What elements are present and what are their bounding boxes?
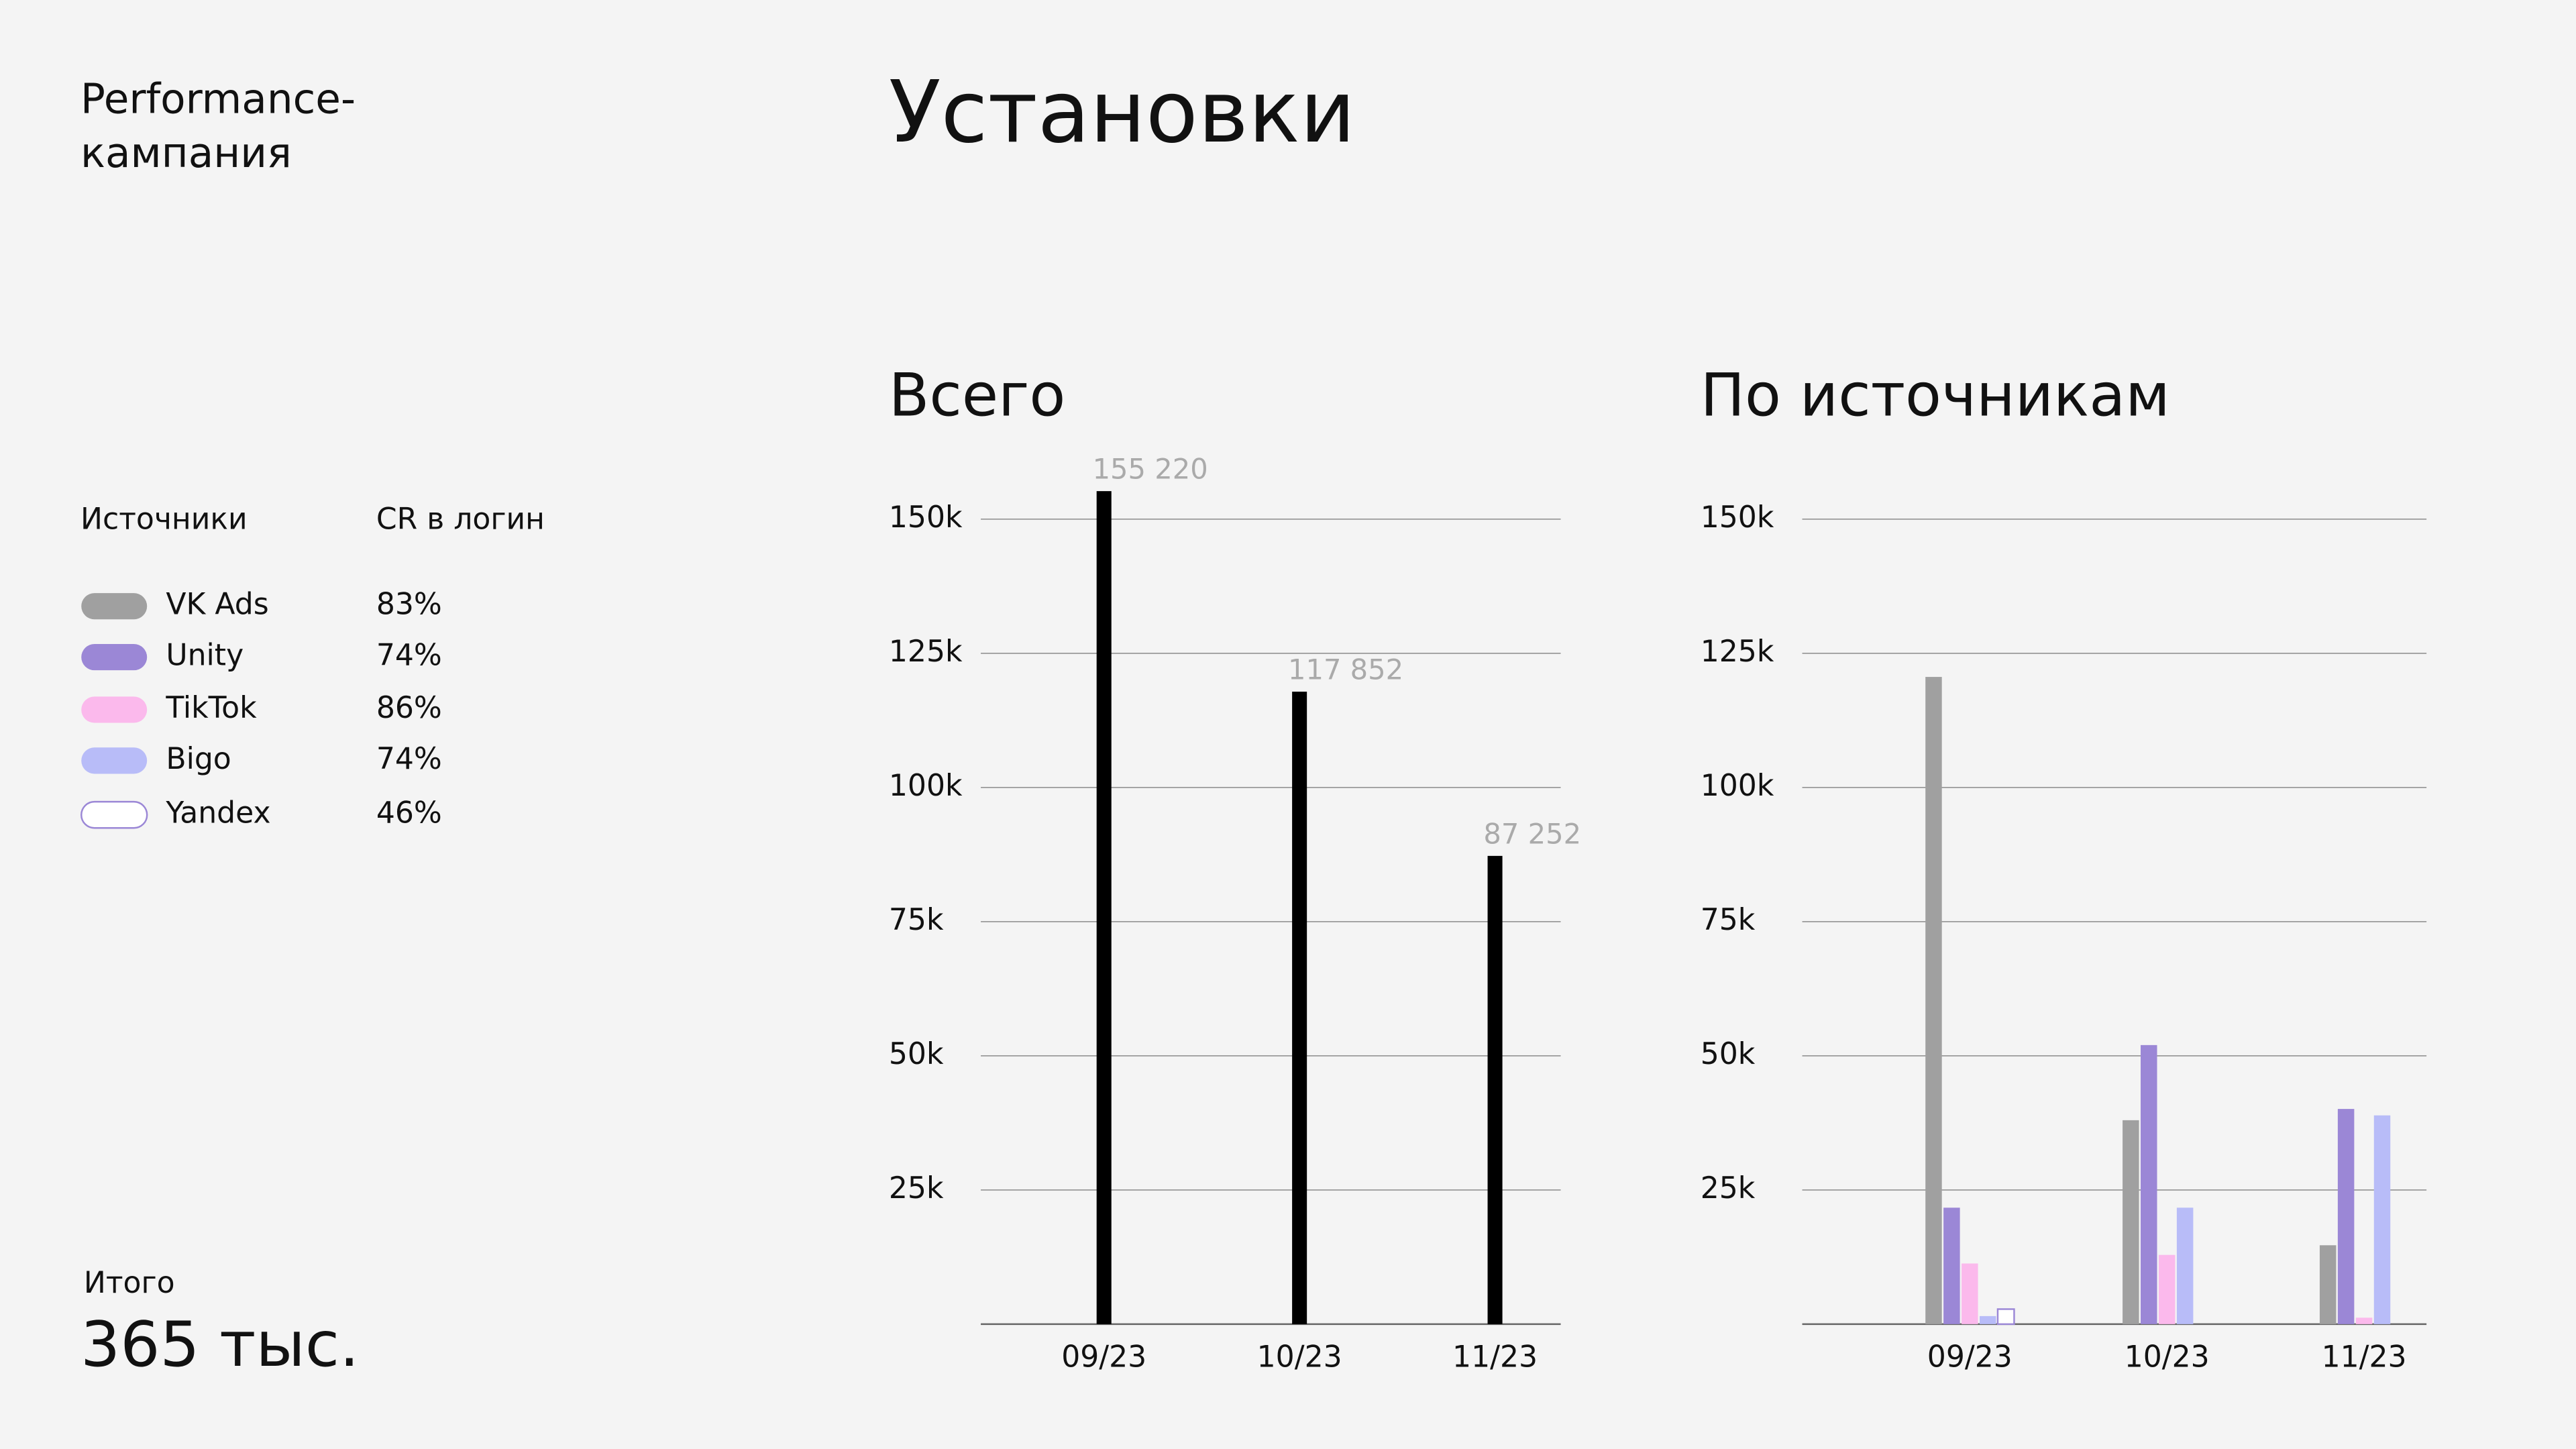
bar: [2176, 1208, 2194, 1324]
bar: [1996, 1308, 2015, 1326]
legend-swatch: [80, 800, 148, 829]
legend-label: Yandex: [165, 796, 270, 830]
x-tick-label: 09/23: [1927, 1340, 2012, 1374]
cr-value: 74%: [376, 639, 442, 673]
bar: [2141, 1044, 2157, 1324]
subtitle: Performance-: [80, 75, 356, 123]
page-title: Установки: [889, 63, 1356, 162]
cr-value: 46%: [376, 796, 442, 830]
x-tick-label: 10/23: [1257, 1340, 1342, 1374]
total-value: 365 тыс.: [80, 1308, 360, 1381]
bar: [1943, 1208, 1960, 1324]
legend-label: Unity: [166, 639, 244, 673]
y-tick-label: 25k: [889, 1171, 944, 1205]
x-tick-label: 11/23: [2322, 1340, 2407, 1374]
bar: [1980, 1316, 1996, 1324]
bar: [1487, 855, 1503, 1324]
legend-swatch: [81, 593, 148, 620]
bar: [1096, 491, 1112, 1324]
x-tick-label: 10/23: [2125, 1340, 2210, 1374]
y-tick-label: 50k: [1701, 1037, 1756, 1071]
legend-swatch: [81, 644, 148, 671]
subtitle: кампания: [80, 129, 292, 177]
y-tick-label: 125k: [1701, 635, 1774, 669]
value-label: 87 252: [1483, 817, 1581, 850]
total-label: Итого: [84, 1266, 175, 1300]
legend-label: Bigo: [166, 742, 231, 776]
bar: [1292, 692, 1307, 1324]
bar: [2123, 1120, 2139, 1324]
legend-swatch: [81, 696, 148, 723]
legend-label: TikTok: [165, 691, 257, 725]
value-label: 117 852: [1288, 653, 1403, 686]
legend-label: VK Ads: [166, 588, 268, 622]
cr-value: 86%: [376, 691, 442, 725]
y-tick-label: 50k: [889, 1037, 944, 1071]
y-tick-label: 150k: [889, 500, 963, 535]
bar: [2337, 1109, 2355, 1324]
table-header: CR в логин: [376, 502, 545, 536]
x-tick-label: 11/23: [1452, 1340, 1538, 1374]
cr-value: 83%: [376, 588, 442, 622]
y-tick-label: 75k: [1701, 903, 1756, 937]
bar: [2319, 1245, 2337, 1324]
bar: [1925, 677, 1942, 1324]
bar: [2373, 1115, 2391, 1324]
y-tick-label: 100k: [889, 769, 963, 803]
chart-title: По источникам: [1701, 361, 2170, 430]
y-tick-label: 100k: [1701, 769, 1774, 803]
x-tick-label: 09/23: [1061, 1340, 1146, 1374]
bar: [2158, 1254, 2176, 1324]
y-tick-label: 25k: [1701, 1171, 1756, 1205]
table-header: Источники: [80, 502, 248, 536]
y-tick-label: 150k: [1701, 500, 1774, 535]
bar: [1962, 1263, 1978, 1324]
chart-title: Всего: [889, 361, 1065, 430]
y-tick-label: 125k: [889, 635, 963, 669]
cr-value: 74%: [376, 742, 442, 776]
bar: [2355, 1318, 2373, 1324]
value-label: 155 220: [1093, 453, 1208, 486]
y-tick-label: 75k: [889, 903, 944, 937]
legend-swatch: [81, 747, 148, 774]
